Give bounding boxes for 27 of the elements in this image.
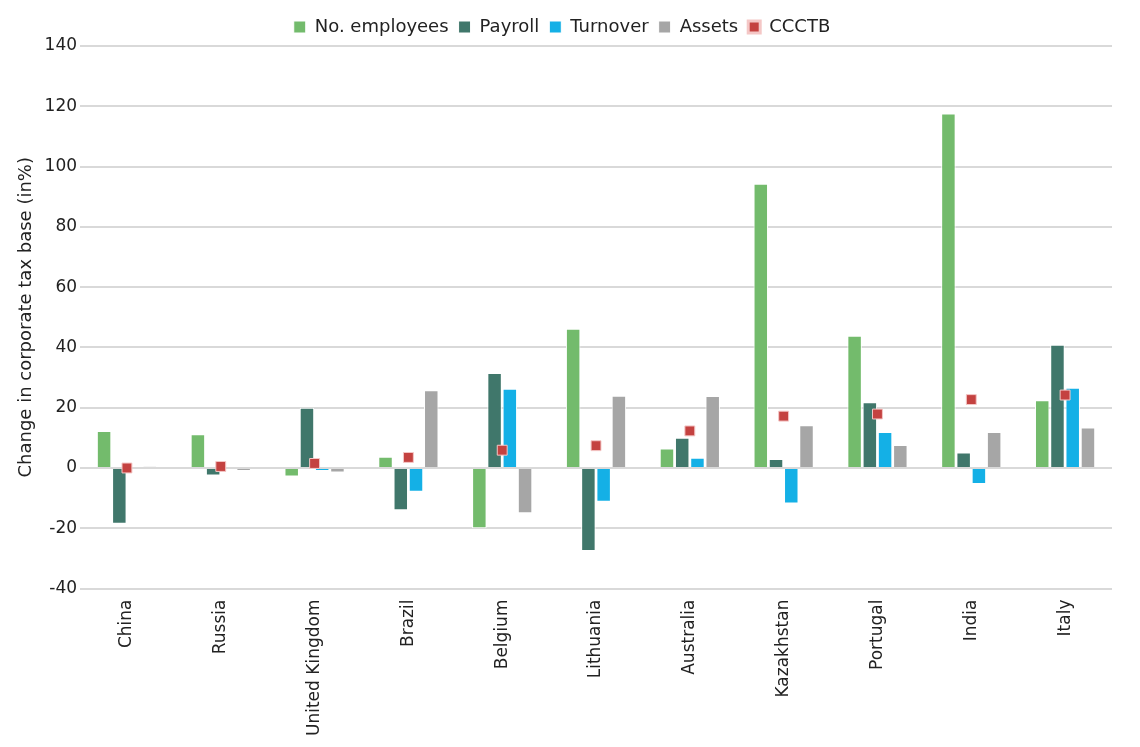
x-tick-label: Australia bbox=[678, 599, 699, 675]
x-tick-label: Belgium bbox=[490, 599, 511, 670]
x-tick-label: Brazil bbox=[396, 599, 417, 647]
x-tick-label: China bbox=[115, 599, 136, 649]
y-tick-label: -20 bbox=[49, 516, 78, 537]
y-axis-title: Change in corporate tax base (in%) bbox=[14, 157, 36, 478]
x-tick-label: Kazakhstan bbox=[772, 599, 793, 698]
y-tick-label: 140 bbox=[44, 34, 78, 55]
y-tick-label: 0 bbox=[66, 456, 78, 477]
x-tick-label: India bbox=[959, 599, 980, 642]
y-tick-label: 40 bbox=[55, 335, 78, 356]
x-tick-label: Russia bbox=[209, 599, 230, 655]
y-tick-label: -40 bbox=[49, 576, 78, 597]
legend-label: CCCTB bbox=[769, 14, 831, 36]
x-tick-label: Lithuania bbox=[584, 599, 605, 679]
legend-label: Assets bbox=[679, 14, 739, 36]
y-tick-label: 20 bbox=[55, 396, 78, 417]
y-tick-label: 100 bbox=[44, 154, 78, 175]
x-tick-label: Portugal bbox=[865, 599, 886, 670]
x-tick-label: United Kingdom bbox=[303, 599, 323, 736]
legend-label: No. employees bbox=[314, 14, 449, 36]
y-tick-label: 80 bbox=[55, 215, 78, 236]
legend-label: Payroll bbox=[479, 14, 540, 36]
y-tick-label: 120 bbox=[44, 94, 78, 115]
x-tick-label: Italy bbox=[1053, 599, 1074, 637]
y-tick-label: 60 bbox=[55, 275, 78, 296]
legend-label: Turnover bbox=[569, 14, 650, 36]
